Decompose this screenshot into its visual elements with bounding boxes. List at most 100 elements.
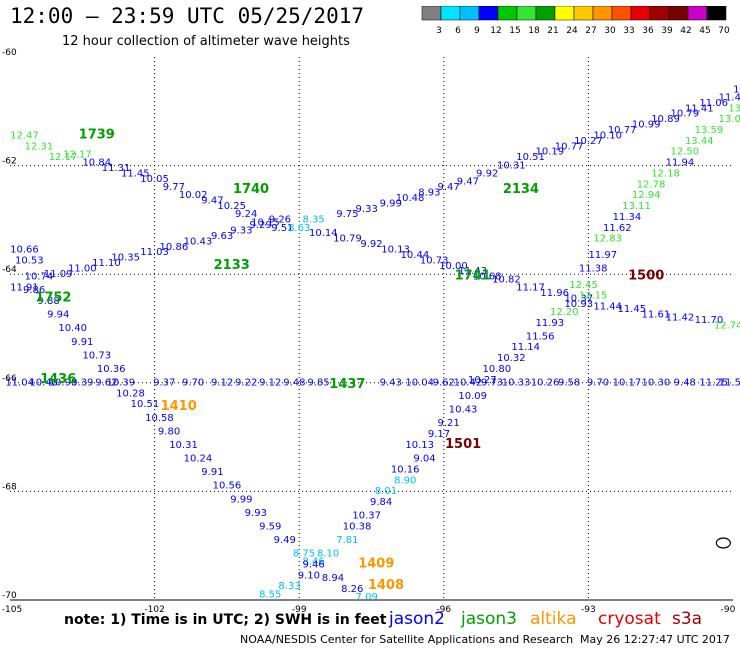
wave-height-label: 10.28	[116, 388, 145, 399]
x-tick-label: -105	[2, 605, 22, 615]
wave-height-label: 9.91	[201, 467, 223, 478]
wave-height-label: 10.43	[184, 236, 213, 247]
y-tick-label: -70	[2, 591, 17, 601]
time-label: 1741	[455, 269, 491, 284]
wave-height-label: 10.14	[309, 228, 338, 239]
x-tick-label: -90	[721, 605, 736, 615]
wave-height-label: 8.46	[303, 557, 325, 568]
wave-height-label: 9.85	[307, 378, 329, 389]
wave-height-label: 10.86	[160, 242, 189, 253]
scale-tick-label: 12	[490, 26, 501, 36]
wave-height-label: 9.47	[457, 177, 479, 188]
wave-height-label: 9.70	[587, 378, 609, 389]
wave-height-label: 9.04	[413, 454, 435, 465]
wave-height-label: 10.27	[468, 375, 497, 386]
wave-height-label: 13.59	[695, 125, 724, 136]
wave-height-label: 8.01	[375, 486, 397, 497]
wave-height-label: 10.33	[502, 378, 531, 389]
scale-tick-label: 36	[642, 26, 654, 36]
wave-height-label: 11.61	[642, 310, 671, 321]
wave-height-label: 10.74	[25, 272, 54, 283]
page-subtitle: 12 hour collection of altimeter wave hei…	[62, 34, 350, 49]
wave-height-label: 10.39	[107, 378, 136, 389]
wave-height-label: 11.97	[589, 250, 618, 261]
wave-height-label: 9.43	[380, 378, 402, 389]
wave-height-label: 9.49	[274, 535, 296, 546]
wave-height-label: 8.35	[303, 215, 325, 226]
wave-height-label: 8.75	[293, 549, 315, 560]
satellite-legend-s3a: s3a	[672, 609, 703, 629]
wave-height-label: 11.31	[102, 163, 131, 174]
satellite-legend-altika: altika	[530, 609, 577, 629]
wave-height-label: 10.99	[632, 120, 661, 131]
wave-height-label: 9.94	[47, 310, 69, 321]
wave-height-label: 9.77	[163, 182, 185, 193]
wave-height-label: 12.17	[63, 149, 92, 160]
wave-height-label: 9.22	[235, 378, 257, 389]
wave-height-label: 10.24	[184, 454, 213, 465]
wave-height-label: 9.88	[37, 296, 59, 307]
wave-height-label: 12.50	[670, 147, 699, 158]
wave-height-label: 8.10	[317, 549, 339, 560]
wave-height-label: 10.19	[536, 147, 565, 158]
wave-height-label: 9.93	[245, 508, 267, 519]
wave-height-label: 12.18	[651, 168, 680, 179]
wave-height-label: 11.45	[121, 168, 150, 179]
wave-height-label: 10.31	[497, 160, 526, 171]
wave-height-label: 10.84	[82, 158, 111, 169]
scale-tick-label: 45	[699, 26, 710, 36]
wave-height-label: 11.41	[719, 92, 740, 103]
wave-height-label: 12.83	[593, 234, 622, 245]
wave-height-label: 13.02	[719, 114, 740, 125]
land-contour	[715, 537, 731, 549]
wave-height-label: 8.90	[394, 475, 416, 486]
wave-height-label: 10.36	[97, 364, 126, 375]
wave-height-label: 10.73	[420, 255, 449, 266]
wave-height-label: 10.89	[651, 114, 680, 125]
wave-height-label: 10.35	[111, 253, 140, 264]
wave-height-label: 8.55	[259, 589, 281, 600]
wave-height-label: 10.16	[391, 464, 420, 475]
footer-note: note: 1) Time is in UTC; 2) SWH is in fe…	[64, 612, 387, 628]
footer-timestamp: May 26 12:27:47 UTC 2017	[580, 633, 730, 646]
wave-height-label: 11.04	[5, 378, 34, 389]
scale-tick-label: 33	[623, 26, 634, 36]
wave-height-label: 13.63	[728, 103, 740, 114]
wave-height-label: 8.63	[288, 223, 310, 234]
wave-height-label: 9.92	[476, 168, 498, 179]
wave-height-label: 12.15	[579, 291, 608, 302]
wave-height-label: 10.77	[608, 125, 637, 136]
time-label: 1408	[368, 578, 404, 593]
wave-height-label: 10.37	[352, 511, 381, 522]
wave-height-label: 11.42	[666, 312, 695, 323]
scale-tick-label: 39	[661, 26, 673, 36]
wave-height-label: 11.62	[603, 223, 632, 234]
wave-height-label: 10.30	[642, 378, 671, 389]
page-title: 12:00 — 23:59 UTC 05/25/2017	[10, 4, 365, 28]
x-tick-label: -102	[144, 605, 164, 615]
scale-swatch	[706, 6, 727, 21]
time-label: 1409	[358, 556, 394, 571]
wave-height-label: 11.34	[613, 212, 642, 223]
wave-height-label: 9.33	[356, 204, 378, 215]
wave-height-label: 12.20	[550, 307, 579, 318]
wave-height-label: 10.25	[217, 201, 246, 212]
y-tick-label: -64	[2, 265, 17, 275]
wave-height-label: 9.75	[336, 209, 358, 220]
scale-tick-label: 30	[604, 26, 616, 36]
wave-height-label: 11.00	[68, 263, 97, 274]
wave-height-label: 11.10	[92, 258, 121, 269]
wave-height-label: 12.94	[632, 190, 661, 201]
wave-height-label: 11.59	[719, 378, 740, 389]
wave-height-label: 13.44	[685, 136, 714, 147]
wave-height-label: 10.13	[405, 440, 434, 451]
wave-height-label: 10.93	[564, 299, 593, 310]
scale-tick-label: 24	[566, 26, 578, 36]
wave-height-label: 10.80	[482, 364, 511, 375]
wave-height-label: 9.48	[674, 378, 696, 389]
wave-height-label: 9.24	[235, 209, 257, 220]
wave-height-label: 11.25	[699, 378, 728, 389]
scale-tick-label: 15	[509, 26, 520, 36]
wave-height-label: 8.26	[341, 584, 363, 595]
